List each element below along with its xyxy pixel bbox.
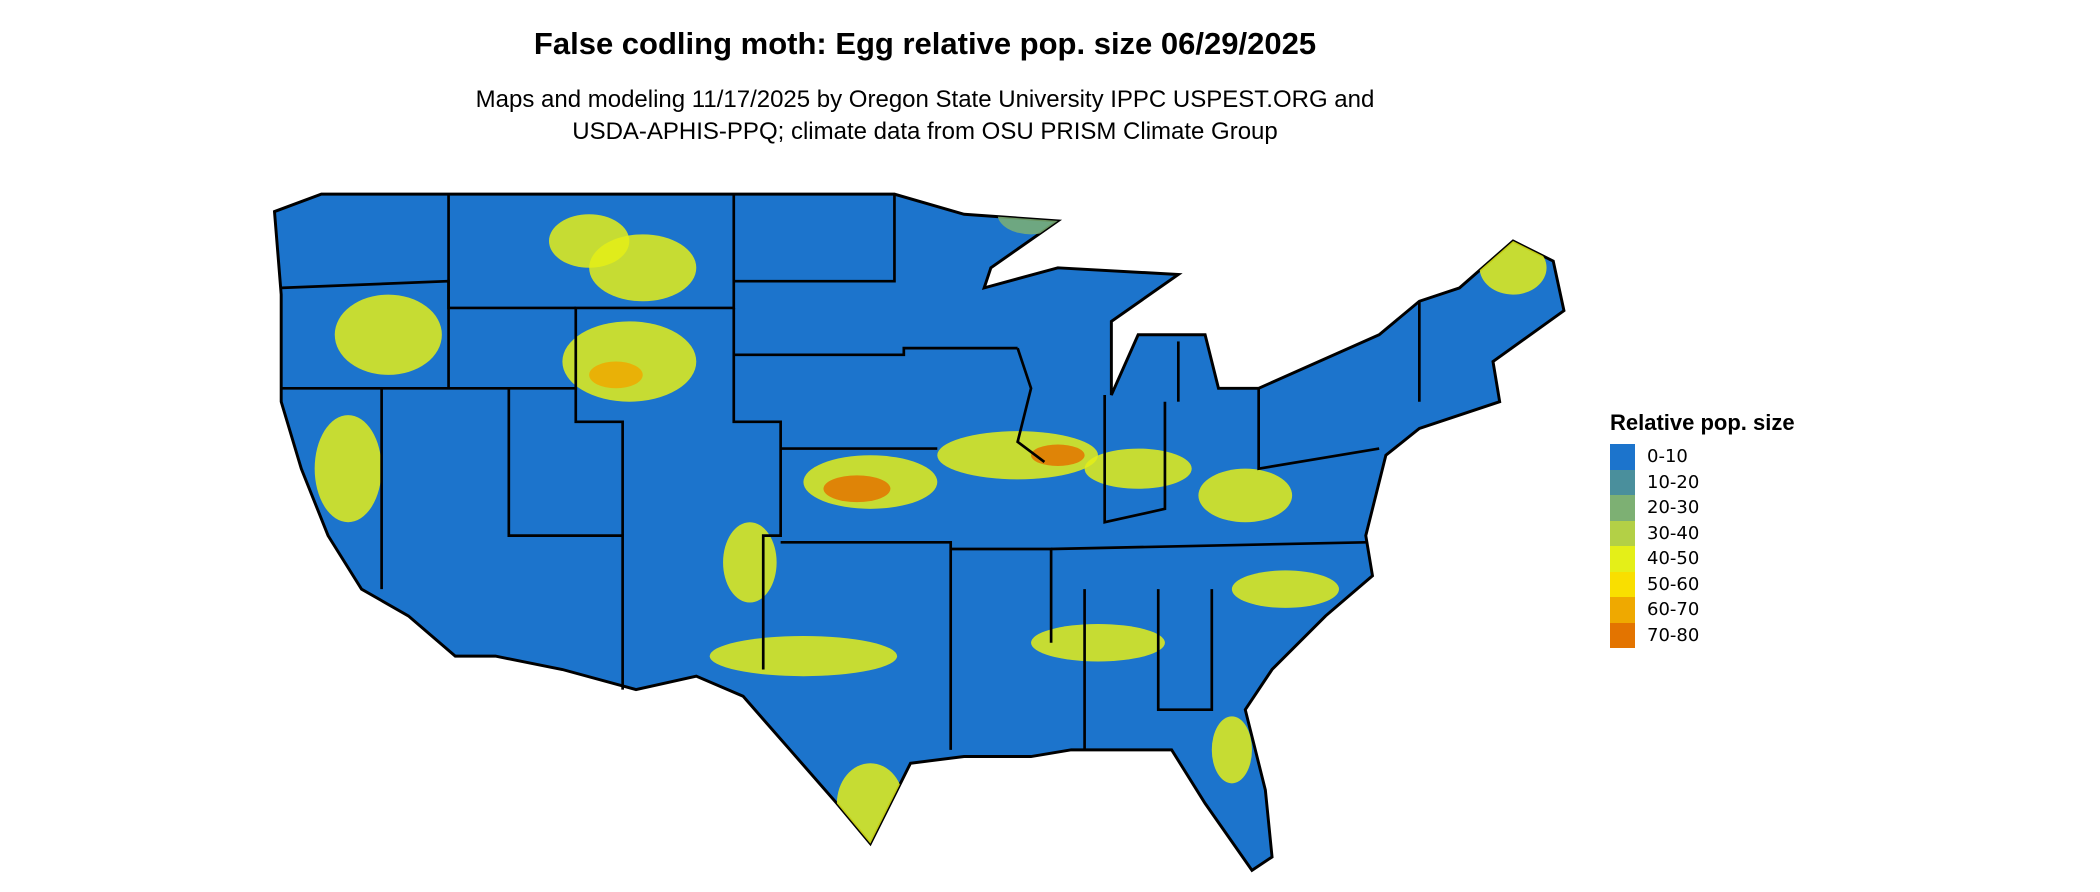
legend-label: 10-20 [1647, 471, 1700, 493]
risk-area [1084, 448, 1192, 489]
risk-area [1198, 468, 1293, 523]
risk-area [1031, 444, 1085, 466]
legend-item: 30-40 [1610, 520, 1795, 546]
us-outline [272, 192, 1566, 873]
risk-area [334, 294, 442, 375]
legend-label: 70-80 [1647, 624, 1700, 646]
risk-area [709, 636, 898, 677]
risk-area [823, 475, 891, 503]
subtitle-line-1: Maps and modeling 11/17/2025 by Oregon S… [475, 86, 1375, 113]
legend: Relative pop. size 0-10 10-20 20-30 30-40 40… [1610, 410, 1795, 648]
risk-area [937, 431, 1098, 480]
legend-item: 70-80 [1610, 622, 1795, 648]
legend-title: Relative pop. size [1610, 410, 1795, 435]
legend-item: 40-50 [1610, 546, 1795, 572]
risk-area [314, 415, 382, 523]
legend-label: 40-50 [1647, 548, 1700, 570]
risk-area [1211, 716, 1252, 784]
legend-item: 10-20 [1610, 469, 1795, 495]
legend-swatch [1610, 469, 1635, 495]
risk-area [589, 361, 643, 389]
legend-swatch [1610, 495, 1635, 521]
risk-area [1031, 623, 1165, 662]
risk-area [548, 214, 630, 268]
subtitle-line-2: USDA-APHIS-PPQ; climate data from OSU PR… [572, 118, 1278, 145]
risk-areas [314, 194, 1547, 844]
legend-swatch [1610, 546, 1635, 572]
risk-area [562, 321, 697, 402]
legend-swatch [1610, 444, 1635, 470]
legend-swatch [1610, 597, 1635, 623]
legend-swatch [1610, 520, 1635, 546]
legend-item: 60-70 [1610, 597, 1795, 623]
map-subtitle: Maps and modeling 11/17/2025 by Oregon S… [0, 84, 1850, 148]
map-title: False codling moth: Egg relative pop. si… [533, 26, 1317, 61]
legend-item: 20-30 [1610, 495, 1795, 521]
legend-swatch [1610, 622, 1635, 648]
risk-area [1479, 241, 1547, 295]
state-borders [281, 194, 1421, 750]
legend-label: 50-60 [1647, 573, 1700, 595]
legend-label: 30-40 [1647, 522, 1700, 544]
risk-area [1231, 570, 1339, 608]
legend-label: 20-30 [1647, 497, 1700, 519]
legend-label: 60-70 [1647, 599, 1700, 621]
risk-area [997, 194, 1065, 235]
legend-swatch [1610, 571, 1635, 597]
risk-area [836, 763, 904, 844]
legend-item: 50-60 [1610, 571, 1795, 597]
legend-item: 0-10 [1610, 444, 1795, 470]
legend-label: 0-10 [1647, 446, 1688, 468]
